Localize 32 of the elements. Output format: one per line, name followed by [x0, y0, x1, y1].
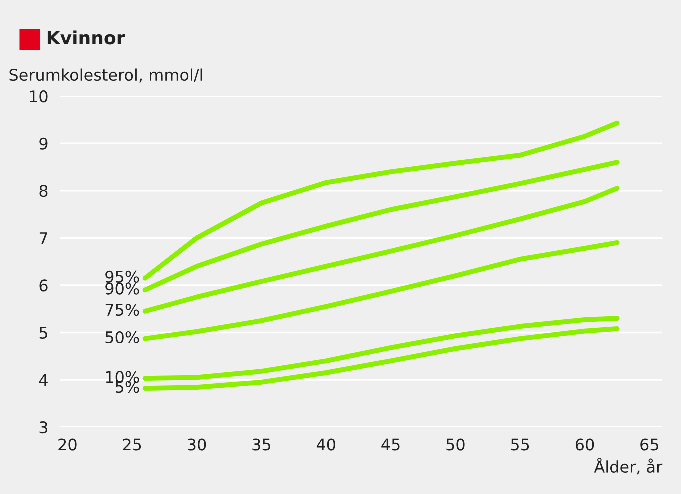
x-tick-label: 30 [188, 438, 206, 451]
series-label: 90% [106, 282, 140, 295]
series-label: 95% [106, 270, 140, 284]
x-tick-label: 65 [640, 438, 658, 451]
x-tick-label: 35 [252, 438, 270, 451]
series-label: 75% [106, 304, 140, 316]
y-axis-title: Serumkolesterol, mmol/l [10, 68, 202, 83]
y-tick-label: 9 [40, 138, 48, 150]
series-label: 10% [106, 371, 140, 384]
line-series [142, 160, 620, 293]
y-tick-label: 10 [30, 90, 48, 103]
chart-title: Kvinnor [48, 30, 126, 45]
line-series [142, 186, 620, 314]
y-tick-label: 7 [40, 232, 48, 244]
x-axis-title: Ålder, år [594, 458, 663, 475]
line-series [142, 316, 620, 382]
y-tick-label: 4 [39, 374, 48, 386]
x-tick-label: 50 [446, 438, 465, 451]
y-tick-label: 6 [40, 280, 48, 292]
line-series [142, 240, 620, 342]
x-tick-label: 45 [382, 438, 400, 451]
x-tick-label: 25 [123, 438, 142, 451]
x-tick-label: 40 [316, 438, 336, 451]
y-tick-label: 3 [40, 422, 48, 434]
line-series [142, 326, 620, 391]
line-series [142, 120, 620, 281]
x-tick-label: 60 [576, 438, 594, 451]
y-tick-label: 5 [40, 327, 48, 340]
x-tick-label: 20 [58, 438, 77, 451]
y-tick-label: 8 [40, 185, 48, 198]
series-label: 50% [106, 331, 140, 344]
x-tick-label: 55 [511, 438, 530, 451]
